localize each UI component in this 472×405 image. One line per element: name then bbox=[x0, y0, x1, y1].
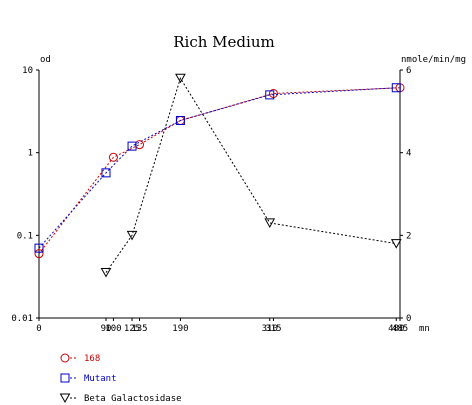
data-point bbox=[390, 239, 402, 249]
x-tick-label: 90 bbox=[101, 324, 112, 334]
data-point bbox=[34, 243, 44, 253]
legend-marker bbox=[60, 373, 70, 383]
data-point bbox=[127, 141, 137, 151]
legend-item: 168 bbox=[60, 353, 100, 364]
series-line bbox=[38, 87, 401, 254]
x-tick-label: 125 bbox=[124, 324, 140, 334]
x-tick-label: 190 bbox=[172, 324, 188, 334]
data-point bbox=[101, 168, 111, 178]
x-axis-unit: mn bbox=[419, 324, 430, 334]
data-point bbox=[34, 249, 44, 259]
x-tick-label: 100 bbox=[105, 324, 121, 334]
right-tick-label: 2 bbox=[406, 231, 411, 241]
data-point bbox=[175, 73, 186, 84]
legend-marker bbox=[60, 353, 70, 363]
right-tick-label: 4 bbox=[406, 149, 411, 159]
x-tick-label: 480 bbox=[388, 324, 404, 334]
data-point bbox=[391, 83, 401, 93]
right-tick-label: 0 bbox=[406, 314, 411, 324]
data-point bbox=[264, 218, 276, 228]
left-tick-label: 1 bbox=[28, 149, 33, 159]
right-tick-label: 6 bbox=[406, 66, 411, 76]
series-1 bbox=[34, 83, 401, 253]
x-tick-label: 135 bbox=[131, 324, 147, 334]
series-0 bbox=[34, 83, 405, 259]
x-tick-label: 310 bbox=[262, 324, 278, 334]
legend-item: Beta Galactosidase bbox=[59, 393, 182, 404]
left-tick-label: 10 bbox=[22, 66, 33, 76]
plot-area bbox=[34, 73, 405, 278]
legend-label: 168 bbox=[84, 354, 100, 364]
data-point bbox=[134, 140, 144, 150]
x-tick-label: 485 bbox=[392, 324, 408, 334]
legend-marker bbox=[59, 393, 71, 404]
chart-title: Rich Medium bbox=[173, 33, 274, 51]
right-axis-unit: nmole/min/mg bbox=[401, 55, 466, 65]
x-tick-label: 315 bbox=[265, 324, 281, 334]
data-point bbox=[175, 115, 185, 125]
left-tick-label: 0.01 bbox=[11, 314, 33, 324]
left-axis-unit: od bbox=[40, 55, 51, 65]
data-point bbox=[108, 152, 118, 162]
axes bbox=[38, 70, 401, 319]
series-line bbox=[38, 87, 397, 249]
x-tick-label: 0 bbox=[36, 324, 41, 334]
data-point bbox=[126, 230, 138, 241]
series-2 bbox=[100, 73, 402, 278]
legend-label: Mutant bbox=[84, 374, 117, 384]
left-tick-label: 0.1 bbox=[17, 231, 33, 241]
data-point bbox=[265, 90, 275, 100]
legend: 168 Mutant Beta Galactosidase bbox=[59, 353, 182, 404]
series-line bbox=[105, 77, 397, 273]
legend-item: Mutant bbox=[60, 373, 117, 384]
data-point bbox=[100, 268, 112, 278]
legend-label: Beta Galactosidase bbox=[84, 394, 182, 404]
